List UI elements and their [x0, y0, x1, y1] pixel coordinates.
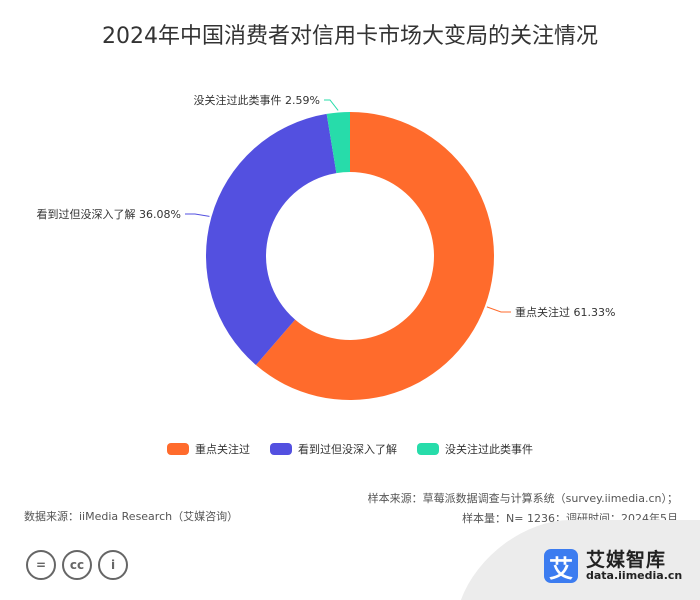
legend-label-1: 看到过但没深入了解 — [298, 443, 397, 456]
data-source-note: 数据来源：iiMedia Research（艾媒咨询） — [24, 510, 239, 523]
license-badges: = cc i — [26, 550, 128, 580]
legend-swatch-0 — [167, 443, 189, 455]
donut-slice-1[interactable] — [206, 113, 337, 366]
legend-swatch-1 — [270, 443, 292, 455]
brand-block: 艾 艾媒智库 data.iimedia.cn — [544, 549, 682, 583]
legend-item-0[interactable]: 重点关注过 — [167, 441, 250, 457]
leader-line-1 — [185, 213, 210, 217]
chart-title: 2024年中国消费者对信用卡市场大变局的关注情况 — [102, 24, 598, 49]
leader-line-2 — [324, 99, 339, 111]
legend-swatch-2 — [417, 443, 439, 455]
cc-cc-icon: cc — [62, 550, 92, 580]
legend-item-2[interactable]: 没关注过此类事件 — [417, 441, 533, 457]
brand-logo-icon: 艾 — [544, 549, 578, 583]
data-label-0: 重点关注过 61.33% — [515, 305, 615, 319]
cc-nd-icon: = — [26, 550, 56, 580]
legend-label-0: 重点关注过 — [195, 443, 250, 456]
brand-url: data.iimedia.cn — [586, 569, 683, 583]
sample-info-note: 样本来源：草莓派数据调查与计算系统（survey.iimedia.cn）； 样本… — [368, 489, 678, 529]
legend-item-1[interactable]: 看到过但没深入了解 — [270, 441, 397, 457]
data-label-1: 看到过但没深入了解 36.08% — [37, 207, 181, 221]
leader-line-0 — [486, 306, 511, 313]
legend-label-2: 没关注过此类事件 — [445, 443, 533, 456]
cc-by-icon: i — [98, 550, 128, 580]
brand-name: 艾媒智库 — [586, 548, 667, 571]
brand-text: 艾媒智库 data.iimedia.cn — [586, 548, 683, 583]
chart-legend: 重点关注过 看到过但没深入了解 没关注过此类事件 — [0, 441, 700, 457]
data-label-2: 没关注过此类事件 2.59% — [194, 93, 320, 107]
donut-slice-0[interactable] — [255, 112, 494, 400]
sample-source-text: 样本来源：草莓派数据调查与计算系统（survey.iimedia.cn）； — [367, 492, 678, 505]
donut-slice-2[interactable] — [326, 112, 350, 174]
